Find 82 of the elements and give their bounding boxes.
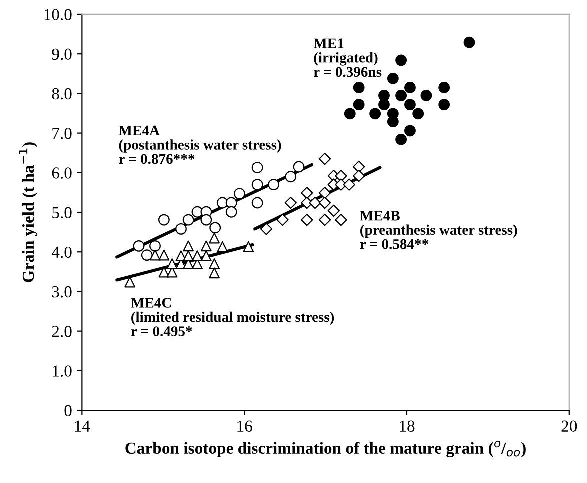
x-tick-label: 20 xyxy=(562,420,578,432)
point xyxy=(268,179,280,190)
point xyxy=(412,108,424,120)
point xyxy=(420,90,432,102)
y-tick-label: 5.0 xyxy=(52,207,72,219)
point xyxy=(352,170,366,182)
point xyxy=(243,242,254,252)
point xyxy=(192,250,203,262)
point xyxy=(285,171,297,183)
x-tick-label: 18 xyxy=(400,420,415,432)
point xyxy=(301,214,314,226)
point xyxy=(182,214,194,226)
y-tick-label: 8.0 xyxy=(52,88,72,100)
point xyxy=(209,268,220,279)
point xyxy=(210,222,222,234)
point xyxy=(276,214,289,226)
point xyxy=(183,240,194,252)
annotation: ME1 (irrigated) r = 0.396ns xyxy=(314,38,382,78)
point xyxy=(318,152,332,166)
annotation: ME4A (postanthesis water stress) r = 0.876*** xyxy=(118,126,282,164)
x-tick-label: 16 xyxy=(238,420,252,432)
point xyxy=(344,108,356,120)
y-tick-label: 10.0 xyxy=(44,9,72,21)
point xyxy=(166,258,178,270)
point xyxy=(378,90,390,102)
point xyxy=(252,179,264,190)
point xyxy=(396,54,408,66)
point xyxy=(370,108,382,120)
point xyxy=(438,99,450,110)
point xyxy=(209,258,220,270)
point xyxy=(284,196,297,210)
point xyxy=(343,178,356,191)
point xyxy=(252,197,264,209)
y-tick-label: 0 xyxy=(64,405,72,416)
point xyxy=(133,240,145,252)
point xyxy=(158,250,170,261)
point xyxy=(226,206,238,218)
point xyxy=(404,82,416,94)
annotation: ME4B (preanthesis water stress) r = 0.584** xyxy=(360,211,518,250)
point xyxy=(404,125,416,137)
point xyxy=(438,82,450,94)
y-tick-label: 1.0 xyxy=(53,366,72,377)
point xyxy=(141,250,153,261)
point xyxy=(353,82,365,94)
point xyxy=(328,204,340,218)
y-tick-label: 7.0 xyxy=(52,128,72,140)
y-tick-label: 3.0 xyxy=(52,286,72,298)
point xyxy=(226,197,238,209)
point xyxy=(318,196,332,210)
point xyxy=(387,72,399,84)
y-axis-title: Grain yield (t ha$^{−1}$) xyxy=(19,142,38,282)
x-tick-label: 14 xyxy=(75,420,90,432)
point xyxy=(260,223,273,236)
y-tick-label: 4.0 xyxy=(52,246,72,258)
point xyxy=(318,187,332,200)
point xyxy=(404,99,416,110)
point xyxy=(293,161,305,173)
y-tick-label: 9.0 xyxy=(52,48,72,60)
point xyxy=(200,214,212,226)
point xyxy=(124,276,136,288)
annotation: ME4C (limited residual moisture stress) r = 0.495* xyxy=(131,298,334,336)
point xyxy=(335,214,348,226)
point xyxy=(396,134,408,146)
x-axis-title: Carbon isotope discrimination of the mature grain ($^{o}$/$_{oo}$) xyxy=(126,440,526,458)
point xyxy=(318,214,332,226)
point xyxy=(353,99,365,110)
point xyxy=(396,90,408,102)
point xyxy=(200,240,212,252)
point xyxy=(387,116,399,128)
point xyxy=(176,223,187,235)
point xyxy=(234,188,246,200)
point xyxy=(301,187,314,200)
point xyxy=(252,162,264,174)
point xyxy=(464,36,476,48)
point xyxy=(150,240,161,252)
y-tick-label: 2.0 xyxy=(52,326,72,338)
point xyxy=(200,250,212,262)
point xyxy=(158,214,170,226)
point xyxy=(378,99,390,110)
point xyxy=(309,196,322,210)
point xyxy=(209,232,220,244)
y-tick-label: 6.0 xyxy=(52,168,72,179)
